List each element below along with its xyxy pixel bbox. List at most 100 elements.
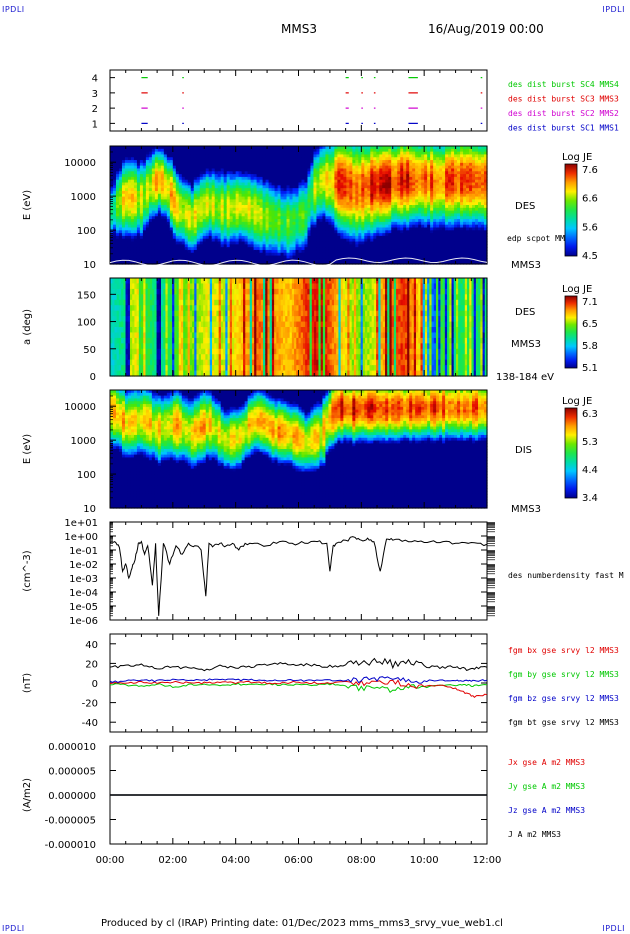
des-energy-cell (313, 224, 318, 229)
des-energy-cell (358, 188, 362, 192)
des-energy-cell (388, 244, 392, 248)
des-energy-cell (454, 165, 458, 170)
des-energy-cell (133, 261, 138, 265)
des-energy-cell (358, 165, 362, 170)
des-energy-cell (355, 160, 359, 164)
des-energy-cell (346, 238, 350, 243)
des-energy-cell (274, 157, 279, 161)
des-energy-cell (208, 213, 213, 217)
des-energy-cell (223, 233, 228, 237)
des-energy-cell (430, 171, 434, 175)
des-energy-cell (358, 219, 362, 223)
des-energy-cell (232, 151, 237, 156)
des-energy-cell (244, 219, 249, 223)
des-energy-cell (304, 227, 309, 231)
des-energy-cell (214, 221, 219, 226)
des-energy-cell (220, 171, 225, 175)
des-energy-cell (340, 205, 344, 209)
des-energy-cell (205, 247, 210, 251)
des-energy-cell (334, 247, 338, 251)
des-energy-cell (364, 165, 368, 170)
des-energy-cell (325, 227, 330, 231)
des-energy-cell (133, 241, 138, 245)
des-energy-cell (262, 252, 267, 257)
des-energy-cell (142, 193, 147, 198)
des-energy-cell (118, 216, 123, 220)
des-energy-cell (292, 247, 297, 251)
des-energy-cell (373, 185, 377, 189)
des-energy-cell (253, 174, 258, 178)
des-energy-cell (163, 146, 168, 150)
des-energy-cell (283, 202, 288, 206)
des-energy-cell (190, 235, 195, 240)
des-energy-cell (244, 193, 249, 198)
des-energy-cell (226, 176, 231, 181)
des-energy-cell (376, 219, 380, 223)
des-energy-cell (337, 247, 341, 251)
des-energy-cell (196, 219, 201, 223)
des-energy-cell (124, 188, 129, 192)
des-energy-cell (190, 160, 195, 164)
des-energy-cell (433, 157, 437, 161)
des-energy-cell (319, 238, 324, 243)
des-energy-cell (214, 202, 219, 206)
des-energy-cell (337, 179, 341, 184)
des-energy-cell (427, 219, 431, 223)
des-energy-cell (250, 165, 255, 170)
des-energy-cell (124, 202, 129, 206)
des-energy-cell (346, 176, 350, 181)
des-energy-cell (181, 252, 186, 257)
des-energy-cell (172, 233, 177, 237)
des-energy-cell (343, 221, 347, 226)
des-energy-cell (181, 261, 186, 265)
des-energy-cell (361, 199, 365, 203)
des-energy-cell (199, 238, 204, 243)
des-energy-cell (259, 210, 264, 215)
des-energy-cell (340, 241, 344, 245)
des-energy-cell (241, 171, 246, 175)
des-energy-cell (127, 185, 132, 189)
des-energy-cell (415, 261, 419, 265)
des-energy-cell (421, 249, 425, 254)
des-energy-cell (301, 216, 306, 220)
des-energy-cell (226, 162, 231, 167)
des-energy-cell (316, 154, 321, 158)
des-energy-cell (256, 227, 261, 231)
des-energy-cell (151, 202, 156, 206)
des-energy-cell (136, 182, 141, 186)
des-energy-cell (292, 233, 297, 237)
des-energy-cell (310, 146, 315, 150)
des-energy-cell (115, 244, 120, 248)
des-energy-cell (337, 235, 341, 240)
des-energy-cell (421, 146, 425, 150)
corner-mark-top-right: IPDLI (602, 5, 625, 14)
des-energy-cell (376, 252, 380, 257)
des-energy-cell (241, 174, 246, 178)
des-energy-cell (208, 151, 213, 156)
des-energy-cell (343, 199, 347, 203)
des-energy-cell (136, 227, 141, 231)
des-energy-cell (271, 210, 276, 215)
des-energy-cell (343, 230, 347, 234)
des-energy-cell (127, 213, 132, 217)
des-energy-cell (295, 185, 300, 189)
des-energy-cell (322, 230, 327, 234)
des-energy-cell (373, 168, 377, 172)
des-energy-cell (199, 188, 204, 192)
des-energy-cell (226, 235, 231, 240)
des-energy-cell (121, 196, 126, 200)
des-energy-cell (193, 258, 198, 262)
des-energy-cell (448, 219, 452, 223)
des-energy-cell (367, 185, 371, 189)
des-energy-cell (259, 174, 264, 178)
des-energy-cell (238, 168, 243, 172)
des-energy-cell (295, 219, 300, 223)
des-energy-cell (259, 188, 264, 192)
des-energy-cell (166, 168, 171, 172)
des-energy-cell (112, 199, 117, 203)
des-energy-cell (184, 244, 189, 248)
des-energy-cell (151, 219, 156, 223)
des-energy-cell (367, 176, 371, 181)
des-energy-cell (184, 227, 189, 231)
des-energy-cell (247, 174, 252, 178)
